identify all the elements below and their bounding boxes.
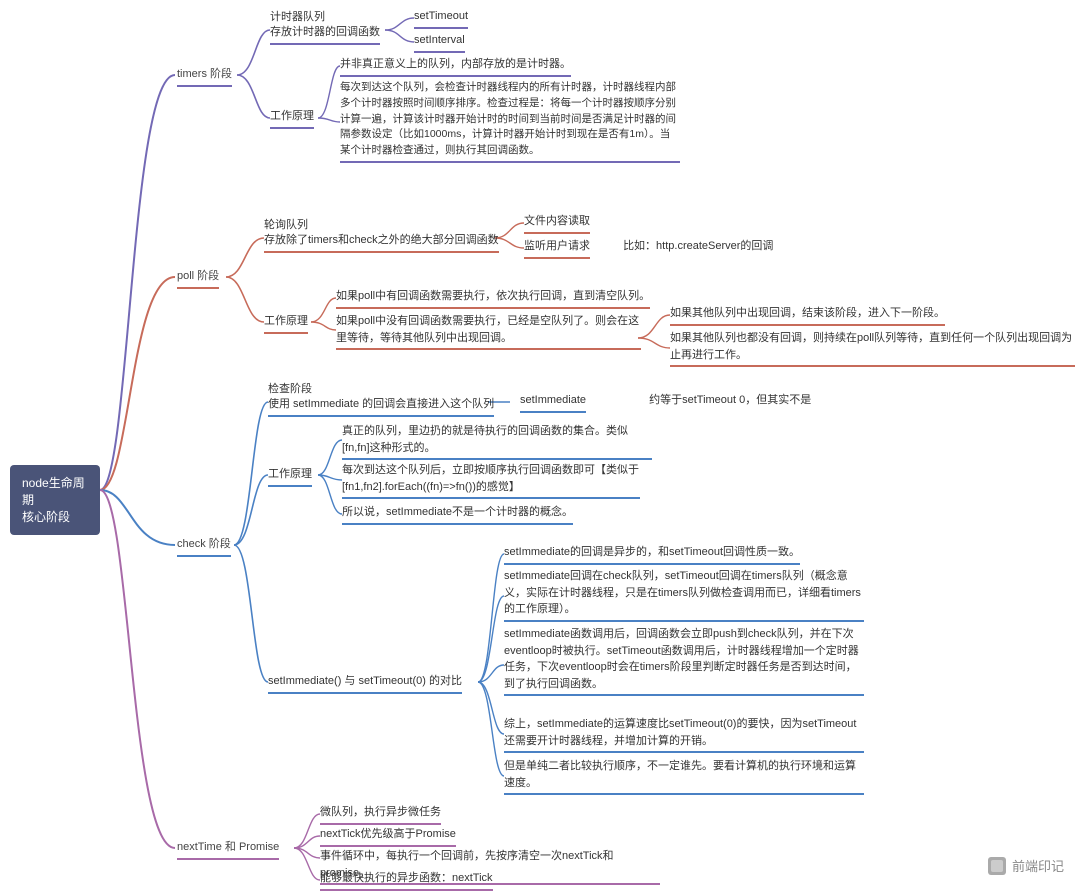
timers-queue-line1: 计时器队列 bbox=[270, 11, 325, 23]
nexttime-leaf2: nextTick优先级高于Promise bbox=[320, 826, 456, 847]
poll-principle-leaf2b: 如果其他队列也都没有回调，则持续在poll队列等待，直到任何一个队列出现回调为止… bbox=[670, 330, 1075, 367]
check-queue-node: 检查阶段 使用 setImmediate 的回调会直接进入这个队列 bbox=[268, 382, 508, 417]
root-line2: 核心阶段 bbox=[22, 510, 70, 524]
timers-principle-leaf1: 并非真正意义上的队列，内部存放的是计时器。 bbox=[340, 56, 650, 77]
wechat-icon bbox=[988, 857, 1006, 875]
branch-poll: poll 阶段 bbox=[177, 268, 219, 289]
check-principle-node: 工作原理 bbox=[268, 466, 312, 487]
poll-principle-leaf2: 如果poll中没有回调函数需要执行，已经是空队列了。则会在这里等待，等待其他队列… bbox=[336, 313, 641, 350]
check-compare-leaf2: setImmediate回调在check队列，setTimeout回调在time… bbox=[504, 568, 864, 622]
check-principle-leaf1: 真正的队列，里边扔的就是待执行的回调函数的集合。类似[fn,fn]这种形式的。 bbox=[342, 423, 652, 460]
poll-queue-leaf2: 监听用户请求 比如：http.createServer的回调 bbox=[524, 238, 773, 259]
branch-nexttime: nextTime 和 Promise bbox=[177, 839, 279, 860]
check-compare-node: setImmediate() 与 setTimeout(0) 的对比 bbox=[268, 673, 462, 694]
timers-queue-line2: 存放计时器的回调函数 bbox=[270, 26, 380, 38]
branch-timers: timers 阶段 bbox=[177, 66, 232, 87]
root-line1: node生命周期 bbox=[22, 476, 85, 507]
nexttime-leaf1: 微队列，执行异步微任务 bbox=[320, 804, 441, 825]
check-queue-leaf1: setImmediate 约等于setTimeout 0，但其实不是 bbox=[520, 392, 811, 413]
poll-principle-node: 工作原理 bbox=[264, 313, 308, 334]
timers-principle-node: 工作原理 bbox=[270, 108, 314, 129]
timers-queue-node: 计时器队列 存放计时器的回调函数 bbox=[270, 10, 410, 45]
nexttime-leaf4: 能够最快执行的异步函数：nextTick bbox=[320, 870, 493, 891]
watermark: 前端印记 bbox=[988, 856, 1064, 875]
check-principle-leaf3: 所以说，setImmediate不是一个计时器的概念。 bbox=[342, 504, 632, 525]
poll-queue-leaf1: 文件内容读取 bbox=[524, 213, 590, 234]
root-node: node生命周期 核心阶段 bbox=[10, 465, 100, 535]
watermark-text: 前端印记 bbox=[1012, 856, 1064, 875]
poll-queue-leaf2-note: 比如：http.createServer的回调 bbox=[623, 240, 773, 252]
timers-principle-leaf2: 每次到达这个队列，会检查计时器线程内的所有计时器，计时器线程内部多个计时器按照时… bbox=[340, 80, 680, 163]
branch-check: check 阶段 bbox=[177, 536, 231, 557]
poll-principle-leaf1: 如果poll中有回调函数需要执行，依次执行回调，直到清空队列。 bbox=[336, 288, 656, 309]
check-compare-leaf3: setImmediate函数调用后，回调函数会立即push到check队列，并在… bbox=[504, 626, 864, 696]
timers-label: timers 阶段 bbox=[177, 66, 232, 87]
poll-queue-node: 轮询队列 存放除了timers和check之外的绝大部分回调函数 bbox=[264, 218, 514, 253]
check-queue-leaf1-note: 约等于setTimeout 0，但其实不是 bbox=[649, 394, 811, 406]
timers-leaf-setTimeout: setTimeout bbox=[414, 8, 468, 29]
check-compare-leaf4: 综上，setImmediate的运算速度比setTimeout(0)的要快，因为… bbox=[504, 716, 864, 753]
check-compare-leaf1: setImmediate的回调是异步的，和setTimeout回调性质一致。 bbox=[504, 544, 854, 565]
poll-principle-leaf2a: 如果其他队列中出现回调，结束该阶段，进入下一阶段。 bbox=[670, 305, 990, 326]
timers-leaf-setInterval: setInterval bbox=[414, 32, 465, 53]
check-principle-leaf2: 每次到达这个队列后，立即按顺序执行回调函数即可【类似于[fn1,fn2].for… bbox=[342, 462, 640, 499]
check-compare-leaf5: 但是单纯二者比较执行顺序，不一定谁先。要看计算机的执行环境和运算速度。 bbox=[504, 758, 864, 795]
